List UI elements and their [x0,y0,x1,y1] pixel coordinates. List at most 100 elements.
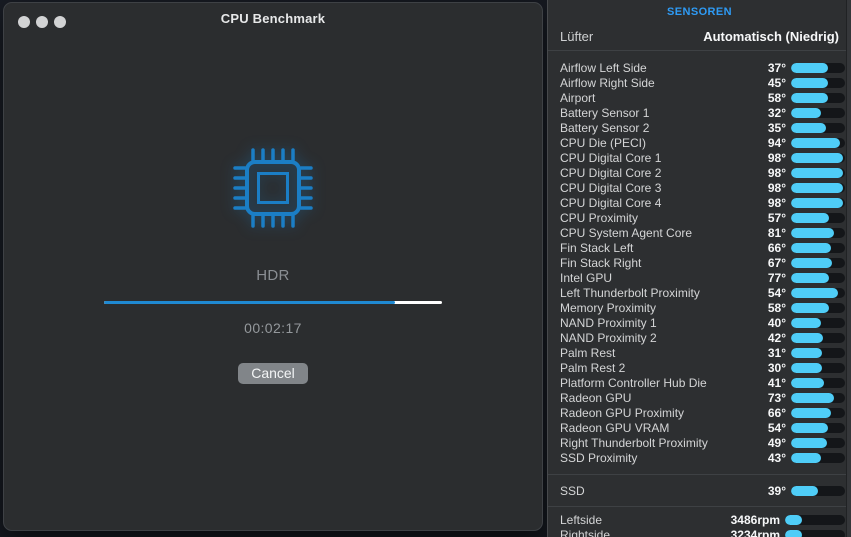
sensor-value: 40° [767,315,786,330]
sensor-bar-fill [791,287,838,298]
separator [548,474,851,475]
sensor-bar [791,182,845,193]
sensor-name: SSD Proximity [560,450,638,465]
sensor-bar-fill [791,212,829,223]
sensor-value: 98° [767,165,786,180]
sensor-name: CPU Digital Core 2 [560,165,662,180]
sensor-bar [791,122,845,133]
sensor-bar [791,92,845,103]
sensor-value: 98° [767,150,786,165]
sensor-row: Platform Controller Hub Die 41° [548,375,851,390]
fan-bar-fill [785,529,802,537]
sensor-value: 98° [767,195,786,210]
sensor-bar [791,422,845,433]
sensor-bar-fill [791,362,822,373]
sensor-bar-fill [791,452,821,463]
sensor-name: NAND Proximity 1 [560,315,657,330]
sensor-name: Palm Rest [560,345,616,360]
sensor-bar [791,197,845,208]
sensor-bar [791,242,845,253]
sensor-name: Airflow Right Side [560,75,655,90]
benchmark-progress-fill [104,301,395,304]
sensor-value: 66° [767,405,786,420]
sensor-bar-fill [791,485,818,496]
sensor-name: Memory Proximity [560,300,657,315]
sensor-name: Radeon GPU [560,390,632,405]
cpu-benchmark-window: CPU Benchmark HDR 00:02:17 Cancel [3,2,543,531]
fan-row: Rightside 3234rpm [548,527,851,537]
sensor-bar [791,257,845,268]
sensor-bar-fill [791,422,829,433]
sensor-value: 73° [767,390,786,405]
sensor-row: Radeon GPU Proximity 66° [548,405,851,420]
sensor-value: 35° [767,120,786,135]
sensor-bar [791,137,845,148]
sensor-value: 32° [767,105,786,120]
sensor-value: 37° [767,60,786,75]
sensor-value: 31° [767,345,786,360]
sensor-value: 77° [767,270,786,285]
panel-right-edge [846,0,851,537]
fan-mode-value[interactable]: Automatisch (Niedrig) [703,28,839,44]
sensor-name: Intel GPU [560,270,613,285]
sensor-bar [791,77,845,88]
sensor-value: 94° [767,135,786,150]
sensor-bar-fill [791,347,822,358]
sensor-value: 67° [767,255,786,270]
sensor-row: Battery Sensor 1 32° [548,105,851,120]
sensor-row: Airflow Right Side 45° [548,75,851,90]
sensor-row: CPU Digital Core 2 98° [548,165,851,180]
sensor-value: 58° [767,90,786,105]
sensor-bar [791,302,845,313]
sensor-name: Battery Sensor 2 [560,120,650,135]
sensor-value: 41° [767,375,786,390]
sensor-bar [791,212,845,223]
cpu-chip-icon [233,148,313,228]
sensor-bar-fill [791,332,824,343]
sensor-row: Airflow Left Side 37° [548,60,851,75]
sensor-name: CPU Die (PECI) [560,135,647,150]
sensor-bar [791,332,845,343]
benchmark-progress-bar [104,301,442,304]
sensor-bar [791,392,845,403]
fan-bar-fill [785,514,802,525]
sensor-row: CPU Proximity 57° [548,210,851,225]
sensor-bar-fill [791,272,830,283]
sensor-row: NAND Proximity 1 40° [548,315,851,330]
sensor-bar [791,437,845,448]
sensor-bar-fill [791,122,826,133]
sensor-row: Left Thunderbolt Proximity 54° [548,285,851,300]
sensor-name: Fin Stack Left [560,240,634,255]
fan-mode-label: Lüfter [560,28,594,44]
sensor-value: 49° [767,435,786,450]
sensor-name: SSD [560,483,585,498]
sensor-name: Airflow Left Side [560,60,647,75]
window-minimize-button[interactable] [36,16,48,28]
sensor-bar-fill [791,92,828,103]
sensor-bar-fill [791,77,829,88]
sensor-name: Battery Sensor 1 [560,105,650,120]
fan-name: Rightside [560,527,611,537]
sensor-value: 81° [767,225,786,240]
window-titlebar[interactable]: CPU Benchmark [4,3,542,33]
window-zoom-button[interactable] [54,16,66,28]
window-close-button[interactable] [18,16,30,28]
sensor-value: 39° [767,483,786,498]
sensor-bar [791,107,845,118]
sensor-bar-fill [791,302,830,313]
cancel-button[interactable]: Cancel [238,363,308,384]
sensor-bar-fill [791,62,829,73]
sensor-name: CPU Digital Core 4 [560,195,662,210]
sensor-row: Fin Stack Right 67° [548,255,851,270]
sensor-name: Radeon GPU VRAM [560,420,670,435]
fan-mode-row[interactable]: Lüfter Automatisch (Niedrig) [548,24,851,48]
fan-speed-list: Leftside 3486rpm Rightside 3234rpm [548,507,851,537]
sensor-bar [791,287,845,298]
fan-rpm-value: 3486rpm [730,512,780,527]
sensor-bar-fill [791,317,822,328]
sensor-bar [791,317,845,328]
elapsed-time: 00:02:17 [244,320,302,336]
sensor-bar [791,167,845,178]
sensor-bar-fill [791,182,843,193]
sensor-bar [791,452,845,463]
